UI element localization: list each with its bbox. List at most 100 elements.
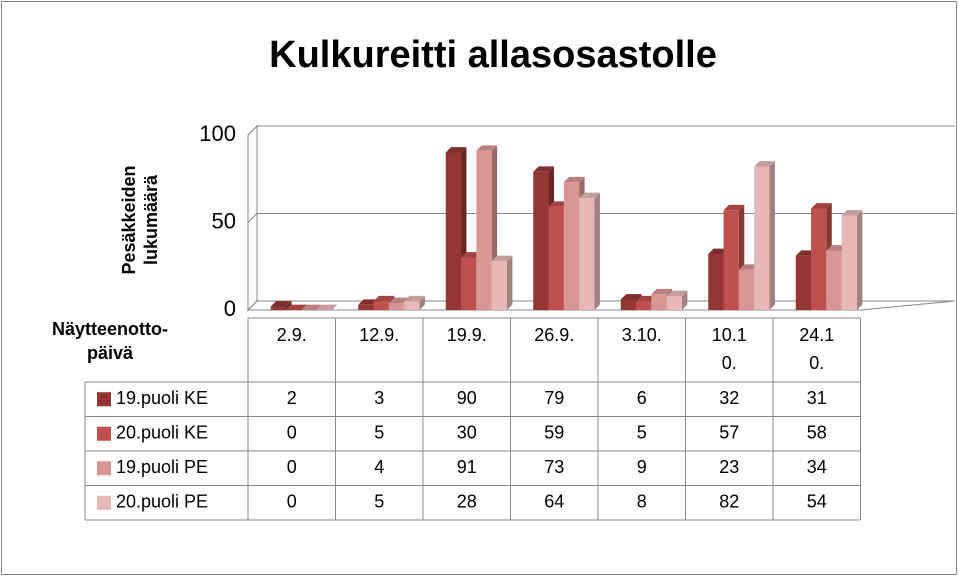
legend-swatch xyxy=(97,461,111,476)
bar xyxy=(358,304,374,310)
legend-swatch xyxy=(97,392,111,407)
bar-top xyxy=(316,304,338,310)
legend-label: 19.puoli PE xyxy=(116,457,208,477)
data-table-value: 31 xyxy=(807,388,827,408)
legend-swatch xyxy=(97,426,111,441)
data-table-value: 2 xyxy=(287,388,297,408)
data-table-value: 5 xyxy=(637,423,647,443)
x-tick-label: 10.1 0. xyxy=(712,325,747,373)
bar-top xyxy=(563,176,585,183)
bar xyxy=(388,303,405,310)
bar xyxy=(563,182,580,310)
bar-top xyxy=(445,147,467,153)
x-tick-label: 19.9. xyxy=(447,325,487,345)
bar xyxy=(811,208,827,310)
data-table-value: 0 xyxy=(287,492,297,512)
bar-top xyxy=(286,304,307,310)
data-table-value: 23 xyxy=(719,457,739,477)
bar-side xyxy=(682,290,688,310)
x-tick-label: 24.1 0. xyxy=(799,325,834,373)
bar-top xyxy=(533,166,554,172)
bar xyxy=(461,257,477,310)
bar xyxy=(754,166,770,310)
bar xyxy=(841,215,857,310)
data-table-value: 5 xyxy=(374,423,384,443)
bar xyxy=(579,198,595,310)
y-tick-label: 0 xyxy=(224,296,236,321)
bar-top xyxy=(404,295,425,302)
bar xyxy=(666,296,682,310)
data-table-value: 8 xyxy=(637,492,647,512)
bar xyxy=(445,152,462,310)
bar-side xyxy=(594,192,600,310)
data-table-value: 30 xyxy=(457,423,477,443)
data-table-value: 57 xyxy=(719,423,739,443)
data-table-value: 0 xyxy=(287,457,297,477)
data-table-value: 6 xyxy=(637,388,647,408)
y-axis-label: Pesäkkeiden lukumäärä xyxy=(119,165,161,274)
bar-top xyxy=(373,295,395,302)
data-table-value: 5 xyxy=(374,492,384,512)
data-table-value: 28 xyxy=(457,492,477,512)
bar xyxy=(404,301,420,310)
legend-label: 20.puoli PE xyxy=(116,492,208,512)
data-table-value: 54 xyxy=(807,492,827,512)
x-tick-label: 2.9. xyxy=(277,325,307,345)
bar xyxy=(476,150,492,310)
bar-side xyxy=(769,161,775,310)
data-table-value: 34 xyxy=(807,457,827,477)
data-table-value: 9 xyxy=(637,457,647,477)
bar xyxy=(533,171,549,310)
data-table-value: 91 xyxy=(457,457,477,477)
bar xyxy=(373,301,389,310)
bar-top xyxy=(270,301,292,307)
bar-top xyxy=(666,290,688,296)
data-table-value: 3 xyxy=(374,388,384,408)
data-table-value: 79 xyxy=(544,388,564,408)
bar-top xyxy=(754,161,775,167)
grid-line xyxy=(247,125,955,136)
y-tick-label: 100 xyxy=(199,121,236,146)
bar xyxy=(738,269,755,310)
bar-top xyxy=(841,210,863,216)
x-tick-label: 26.9. xyxy=(534,325,574,345)
bar-side xyxy=(857,210,863,310)
data-table-value: 82 xyxy=(719,492,739,512)
bar-top xyxy=(723,204,745,211)
bar xyxy=(826,250,842,310)
bar-side xyxy=(419,295,425,310)
x-tick-label: 3.10. xyxy=(622,325,662,345)
bar-top xyxy=(651,288,673,295)
legend-label: 20.puoli KE xyxy=(116,423,208,443)
data-table-value: 32 xyxy=(719,388,739,408)
data-table-value: 0 xyxy=(287,423,297,443)
bar xyxy=(491,261,507,310)
x-axis-label: Näytteenotto-päivä xyxy=(52,319,168,363)
data-table-value: 64 xyxy=(544,492,564,512)
data-table-value: 90 xyxy=(457,388,477,408)
data-table-value: 59 xyxy=(544,423,564,443)
bar-top xyxy=(579,192,600,198)
bar-top xyxy=(301,304,323,310)
bar xyxy=(548,206,564,310)
legend-swatch xyxy=(97,495,111,510)
bar-top xyxy=(620,294,642,300)
x-tick-label: 12.9. xyxy=(359,325,399,345)
bar xyxy=(620,299,637,310)
bar xyxy=(270,306,287,310)
data-table-value: 58 xyxy=(807,423,827,443)
bar xyxy=(723,210,739,310)
bar-top xyxy=(476,145,498,151)
chart-title: Kulkureitti allasosastolle xyxy=(269,34,717,76)
legend-label: 19.puoli KE xyxy=(116,388,208,408)
bar-side xyxy=(507,255,513,310)
bar-top xyxy=(811,203,832,209)
bar xyxy=(636,301,652,310)
grid-line xyxy=(247,213,955,223)
y-tick-label: 50 xyxy=(212,208,236,233)
bar xyxy=(708,254,724,310)
bar-side xyxy=(286,301,292,310)
data-table-value: 73 xyxy=(544,457,564,477)
bar xyxy=(795,255,812,310)
